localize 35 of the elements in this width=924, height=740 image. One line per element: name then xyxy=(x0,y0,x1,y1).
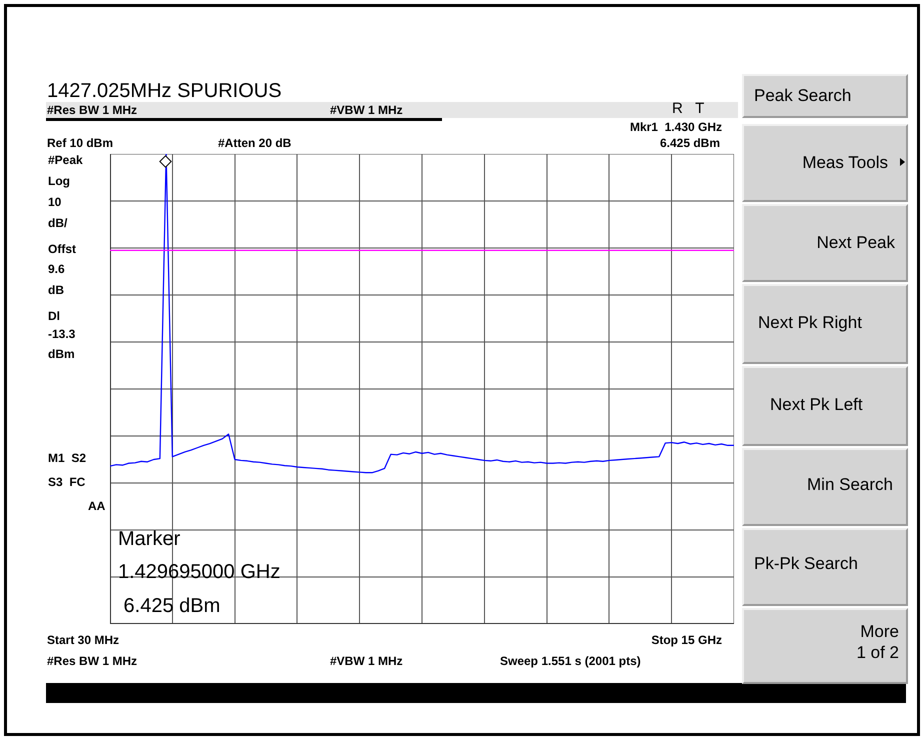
text: M1 S2 xyxy=(48,451,86,465)
text: Next Pk Left xyxy=(770,395,863,414)
text: Peak Search xyxy=(754,86,852,105)
text: dB xyxy=(48,283,64,297)
chart-title: 1427.025MHz SPURIOUS xyxy=(47,80,282,102)
text: #Res BW 1 MHz xyxy=(47,654,138,668)
text: #Res BW 1 MHz xyxy=(47,103,138,117)
text: AA xyxy=(88,499,106,513)
text: #VBW 1 MHz xyxy=(330,103,403,117)
text: Ref 10 dBm xyxy=(47,136,114,150)
text: Min Search xyxy=(807,475,893,494)
text: Pk-Pk Search xyxy=(754,554,858,573)
text: dB/ xyxy=(48,216,68,230)
text: Sweep 1.551 s (2001 pts) xyxy=(500,654,641,668)
text: Dl xyxy=(48,309,60,323)
text: Log xyxy=(48,174,70,188)
text: Next Peak xyxy=(816,233,895,252)
text: 1 of 2 xyxy=(856,643,899,662)
text: More xyxy=(860,622,899,641)
text: 10 xyxy=(48,195,62,209)
text: 6.425 dBm xyxy=(660,136,720,150)
text: #VBW 1 MHz xyxy=(330,654,403,668)
text: #Atten 20 dB xyxy=(218,136,292,150)
text: 9.6 xyxy=(48,262,65,276)
text: #Peak xyxy=(48,153,83,167)
text: R T xyxy=(672,100,704,117)
text: Next Pk Right xyxy=(758,313,862,332)
text: dBm xyxy=(48,347,75,361)
text: -13.3 xyxy=(48,327,76,341)
text: Mkr1 1.430 GHz xyxy=(630,120,722,134)
text: S3 FC xyxy=(48,475,86,489)
text: Offst xyxy=(48,242,76,256)
text: Stop 15 GHz xyxy=(651,633,722,647)
text: Start 30 MHz xyxy=(47,633,120,647)
text: Meas Tools xyxy=(802,153,888,172)
